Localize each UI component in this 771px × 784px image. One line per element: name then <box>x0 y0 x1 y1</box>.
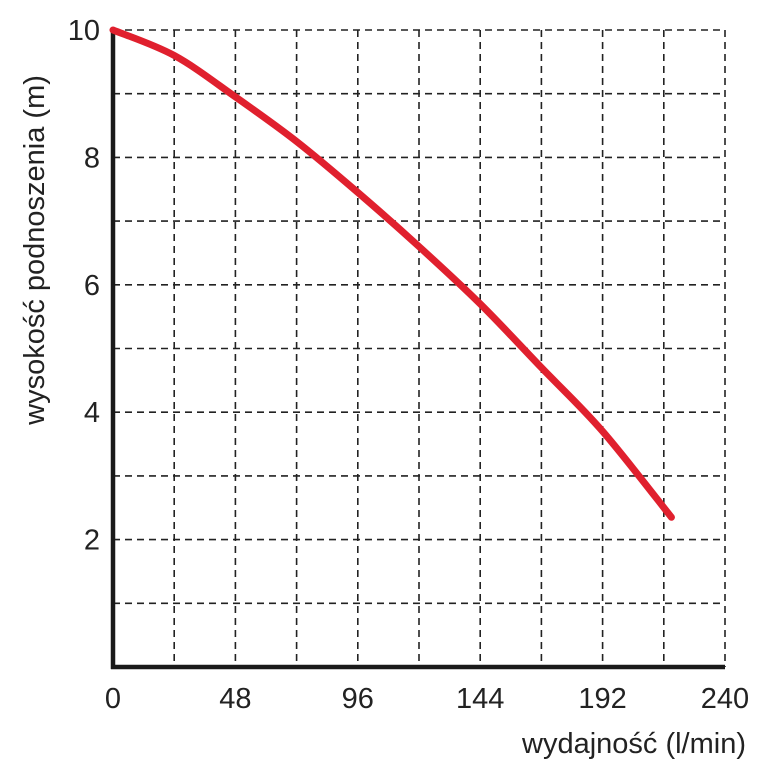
x-tick-label: 48 <box>219 683 251 715</box>
series-layer <box>113 30 672 518</box>
y-tick-label: 6 <box>84 270 100 302</box>
x-axis-title: wydajność (l/min) <box>521 728 746 760</box>
x-tick-label: 192 <box>578 683 626 715</box>
series-line <box>113 30 671 517</box>
x-tick-label: 144 <box>456 683 504 715</box>
grid-lines <box>113 30 725 667</box>
y-axis-title: wysokość podnoszenia (m) <box>19 75 51 426</box>
y-tick-label: 8 <box>84 142 100 174</box>
y-tick-label: 4 <box>84 397 100 429</box>
y-tick-label: 10 <box>68 15 100 47</box>
x-tick-label: 96 <box>342 683 374 715</box>
x-tick-label: 0 <box>105 683 121 715</box>
tick-labels: 0 48 96 144 192 240 2 4 6 8 10 <box>68 15 749 715</box>
y-tick-label: 2 <box>84 525 100 557</box>
x-tick-label: 240 <box>701 683 749 715</box>
